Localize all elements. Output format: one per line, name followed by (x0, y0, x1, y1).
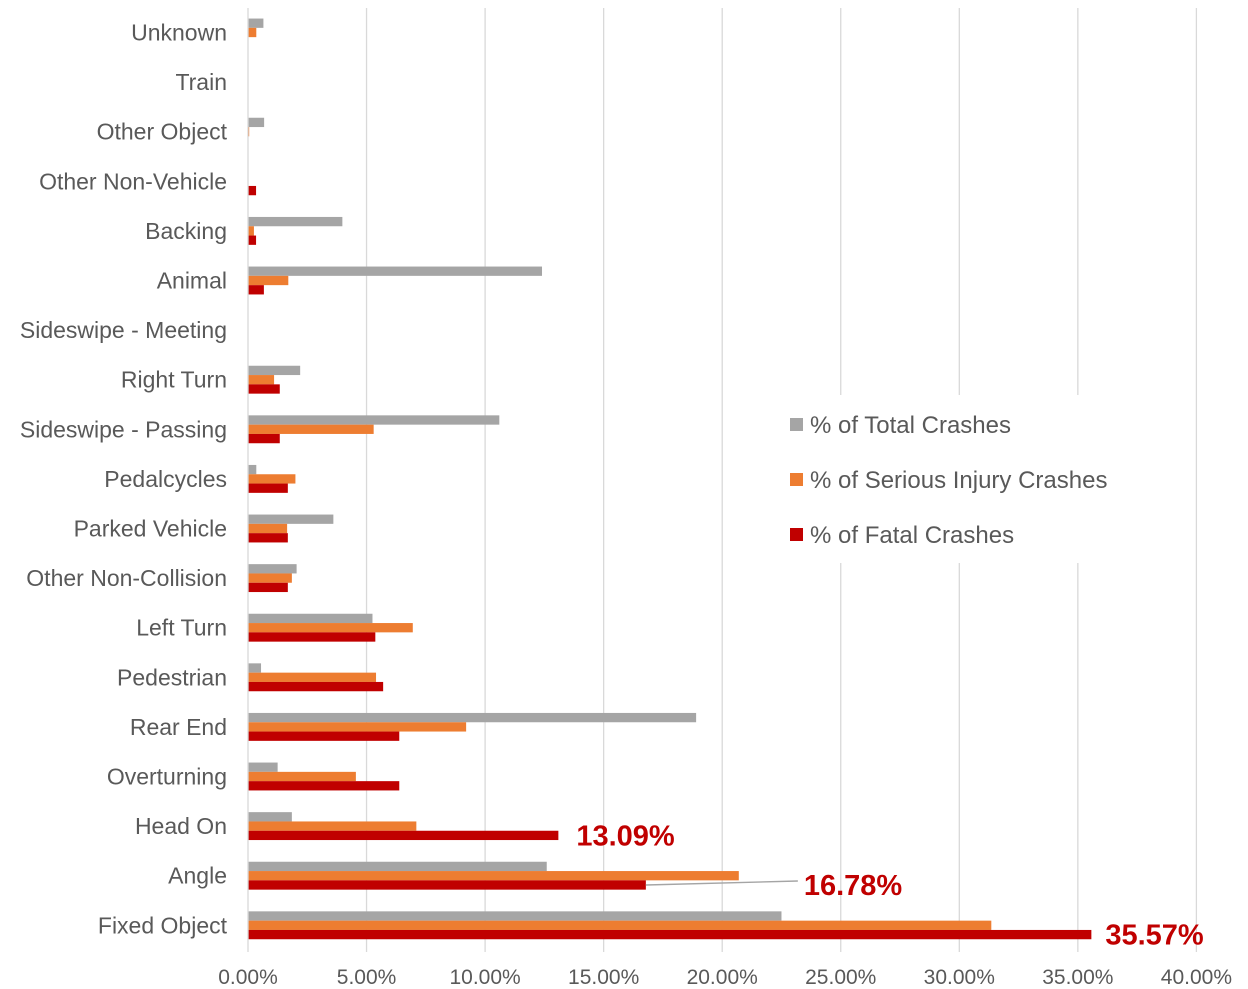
bar-sideswipe-passing-of-total-crashes (248, 415, 500, 425)
bar-overturning-of-serious-injury-crashes (248, 771, 356, 782)
bar-other-non-collision-of-serious-injury-crashes (248, 573, 292, 583)
data-label-angle: 16.78% (804, 870, 903, 902)
data-label-head-on: 13.09% (576, 820, 675, 852)
bar-animal-of-fatal-crashes (248, 285, 264, 295)
category-label-pedalcycles: Pedalcycles (104, 466, 227, 492)
bar-pedestrian-of-total-crashes (248, 663, 262, 673)
bar-animal-of-total-crashes (248, 266, 543, 276)
category-label-pedestrian: Pedestrian (117, 664, 227, 690)
x-tick-label-30-00: 30.00% (924, 966, 995, 989)
bar-parked-vehicle-of-serious-injury-crashes (248, 523, 288, 534)
legend-label-of-fatal-crashes: % of Fatal Crashes (810, 522, 1014, 549)
bar-other-non-collision-of-fatal-crashes (248, 582, 288, 593)
bar-right-turn-of-total-crashes (248, 365, 301, 376)
bar-pedestrian-of-fatal-crashes (248, 681, 384, 692)
bar-fixed-object-of-serious-injury-crashes (248, 920, 992, 930)
bar-rear-end-of-serious-injury-crashes (248, 722, 467, 732)
bar-overturning-of-total-crashes (248, 762, 278, 772)
x-tick-label-35-00: 35.00% (1042, 966, 1113, 989)
category-label-train: Train (175, 69, 227, 95)
bar-angle-of-serious-injury-crashes (248, 871, 739, 881)
bar-pedalcycles-of-fatal-crashes (248, 483, 288, 493)
bar-backing-of-serious-injury-crashes (248, 226, 254, 236)
legend-label-of-serious-injury-crashes: % of Serious Injury Crashes (810, 467, 1107, 494)
legend: % of Total Crashes % of Serious Injury Cr… (776, 395, 1152, 563)
x-tick-label-20-00: 20.00% (687, 966, 758, 989)
category-label-other-non-vehicle: Other Non-Vehicle (39, 168, 227, 194)
bar-unknown-of-total-crashes (248, 18, 264, 28)
category-label-sideswipe-meeting: Sideswipe - Meeting (20, 317, 227, 343)
bar-head-on-of-fatal-crashes (248, 830, 559, 841)
bar-other-object-of-total-crashes (248, 117, 265, 128)
x-tick-label-15-00: 15.00% (568, 966, 639, 989)
category-label-angle: Angle (168, 863, 227, 889)
data-label-fixed-object: 35.57% (1105, 920, 1204, 952)
bar-parked-vehicle-of-fatal-crashes (248, 533, 288, 543)
legend-label-of-total-crashes: % of Total Crashes (810, 412, 1011, 439)
x-tick-label-25-00: 25.00% (805, 966, 876, 989)
bar-left-turn-of-serious-injury-crashes (248, 623, 413, 633)
bar-pedalcycles-of-serious-injury-crashes (248, 474, 296, 484)
bar-right-turn-of-fatal-crashes (248, 384, 280, 394)
x-tick-label-10-00: 10.00% (449, 966, 520, 989)
category-labels: Unknown Train Other Object Other Non-Vehicl… (20, 20, 228, 939)
category-label-right-turn: Right Turn (121, 367, 227, 393)
bar-unknown-of-serious-injury-crashes (248, 27, 257, 38)
category-label-animal: Animal (157, 268, 227, 294)
category-label-overturning: Overturning (107, 764, 227, 790)
legend-swatch-of-fatal-crashes (790, 528, 803, 541)
bar-backing-of-total-crashes (248, 216, 343, 227)
bar-angle-of-fatal-crashes (248, 880, 646, 890)
bar-head-on-of-serious-injury-crashes (248, 821, 417, 831)
x-tick-label-40-00: 40.00% (1161, 966, 1232, 989)
category-label-rear-end: Rear End (130, 714, 227, 740)
x-tick-label-0-00: 0.00% (218, 966, 278, 989)
bar-fixed-object-of-total-crashes (248, 911, 782, 921)
bar-right-turn-of-serious-injury-crashes (248, 375, 275, 385)
x-tick-labels: 0.00% 5.00% 10.00% 15.00% 20.00% 25.00% 30.00%… (218, 966, 1232, 989)
bar-fixed-object-of-fatal-crashes (248, 929, 1092, 940)
legend-background (776, 395, 1152, 563)
category-label-left-turn: Left Turn (136, 615, 227, 641)
bar-left-turn-of-total-crashes (248, 613, 373, 624)
category-label-other-non-collision: Other Non-Collision (26, 565, 227, 591)
bar-backing-of-fatal-crashes (248, 235, 257, 245)
bar-parked-vehicle-of-total-crashes (248, 514, 334, 524)
bar-pedalcycles-of-total-crashes (248, 464, 257, 475)
bar-other-non-vehicle-of-fatal-crashes (248, 185, 257, 196)
bar-animal-of-serious-injury-crashes (248, 275, 289, 286)
legend-swatch-of-total-crashes (790, 418, 803, 431)
bar-angle-of-total-crashes (248, 861, 547, 872)
category-label-fixed-object: Fixed Object (98, 912, 228, 938)
legend-swatch-of-serious-injury-crashes (790, 473, 803, 486)
bar-overturning-of-fatal-crashes (248, 781, 400, 791)
category-label-other-object: Other Object (97, 119, 228, 145)
data-labels: 13.09% 16.78% 35.57% (576, 820, 1204, 951)
bar-head-on-of-total-crashes (248, 812, 292, 822)
bar-pedestrian-of-serious-injury-crashes (248, 672, 377, 682)
bar-rear-end-of-total-crashes (248, 712, 697, 723)
category-label-unknown: Unknown (131, 20, 227, 46)
bar-rear-end-of-fatal-crashes (248, 731, 400, 741)
bar-left-turn-of-fatal-crashes (248, 632, 376, 642)
bar-other-non-collision-of-total-crashes (248, 564, 297, 574)
category-label-parked-vehicle: Parked Vehicle (74, 516, 227, 542)
x-tick-label-5-00: 5.00% (337, 966, 397, 989)
bar-sideswipe-passing-of-fatal-crashes (248, 433, 280, 444)
category-label-head-on: Head On (135, 813, 227, 839)
data-label-leader-angle (645, 880, 798, 886)
bar-sideswipe-passing-of-serious-injury-crashes (248, 424, 374, 434)
category-label-sideswipe-passing: Sideswipe - Passing (20, 416, 227, 442)
category-label-backing: Backing (145, 218, 227, 244)
bars (248, 18, 1092, 940)
